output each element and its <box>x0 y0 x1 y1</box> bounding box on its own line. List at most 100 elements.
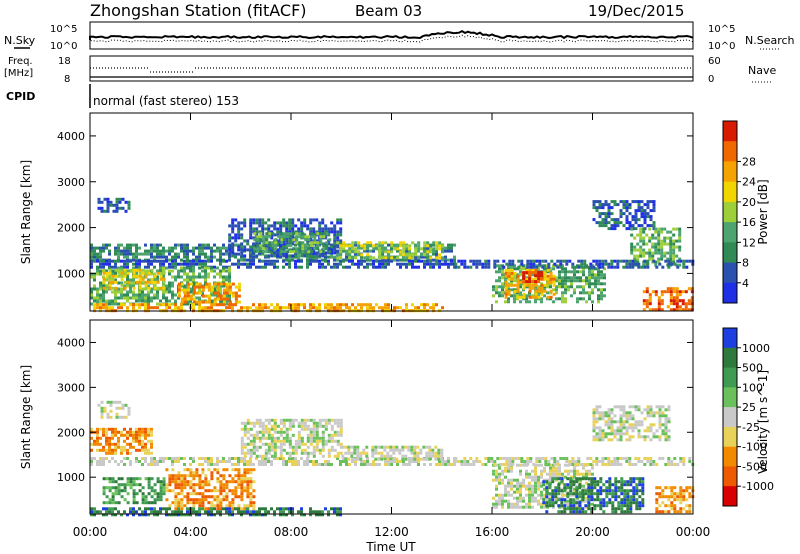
power-cell <box>583 259 587 263</box>
power-cell <box>318 259 321 263</box>
velocity-cell <box>279 510 282 514</box>
power-cell <box>177 306 180 310</box>
velocity-cell <box>611 501 615 505</box>
power-cell <box>222 252 225 256</box>
velocity-cell <box>273 427 277 431</box>
power-colorbar-segment <box>723 222 737 243</box>
power-cell <box>288 265 291 269</box>
power-cell <box>564 300 567 304</box>
velocity-cell <box>366 460 369 463</box>
velocity-cell <box>174 492 178 496</box>
velocity-cell <box>231 498 235 502</box>
velocity-cell <box>537 484 540 488</box>
power-cell <box>330 227 334 231</box>
velocity-cell <box>282 448 286 452</box>
velocity-cell <box>344 445 348 449</box>
power-cell <box>339 262 342 266</box>
velocity-cell <box>516 478 519 482</box>
power-cell <box>309 248 313 252</box>
power-cell <box>126 252 129 256</box>
power-cell <box>327 262 330 266</box>
power-cell <box>336 221 340 225</box>
power-cell <box>111 265 114 269</box>
velocity-cell <box>156 460 159 463</box>
velocity-cell <box>315 463 318 466</box>
power-cell <box>109 203 113 207</box>
power-cell <box>96 252 99 256</box>
power-cell <box>493 262 497 266</box>
power-cell <box>246 306 249 310</box>
power-cell <box>622 206 626 210</box>
velocity-cell <box>602 510 606 514</box>
velocity-cell <box>129 460 132 463</box>
power-cell <box>286 235 290 239</box>
power-cell <box>390 241 394 245</box>
power-cell <box>475 265 479 269</box>
velocity-cell <box>126 457 129 460</box>
velocity-cell <box>123 457 126 460</box>
velocity-cell <box>102 513 105 517</box>
velocity-cell <box>590 498 594 502</box>
velocity-cell <box>593 507 597 511</box>
power-cell <box>180 269 183 273</box>
velocity-cell <box>297 421 301 425</box>
velocity-cell <box>371 454 375 458</box>
velocity-cell <box>105 510 108 514</box>
power-cell <box>162 249 165 253</box>
velocity-cell <box>258 460 261 463</box>
velocity-cell <box>587 489 591 493</box>
power-cell <box>276 303 279 307</box>
power-cell <box>129 281 132 285</box>
power-cell <box>114 246 117 250</box>
velocity-cell <box>228 510 231 514</box>
power-cell <box>660 230 664 234</box>
power-cell <box>96 296 99 300</box>
velocity-cell <box>341 445 345 449</box>
velocity-cell <box>186 510 189 514</box>
power-cell <box>414 306 417 310</box>
power-cell <box>295 235 299 239</box>
power-cell <box>654 242 658 246</box>
power-cell <box>528 295 532 299</box>
power-cell <box>123 271 127 275</box>
velocity-cell <box>111 442 114 446</box>
power-cell <box>522 295 526 299</box>
power-cell <box>219 252 222 256</box>
power-cell <box>547 262 551 266</box>
power-cell <box>576 276 579 280</box>
velocity-cell <box>195 501 199 505</box>
power-cell <box>651 242 655 246</box>
power-cell <box>507 283 511 287</box>
power-cell <box>234 262 237 266</box>
velocity-cell <box>174 483 178 487</box>
velocity-cell <box>569 501 573 505</box>
velocity-cell <box>425 454 429 458</box>
power-cell <box>649 215 653 219</box>
velocity-cell <box>504 484 507 488</box>
power-cell <box>282 306 285 310</box>
velocity-cell <box>531 487 534 491</box>
power-cell <box>138 303 141 307</box>
power-cell <box>259 247 263 251</box>
velocity-cell <box>300 510 303 514</box>
power-cell <box>637 209 641 213</box>
velocity-cell <box>501 499 504 503</box>
power-cell <box>183 249 186 253</box>
power-cell <box>586 265 590 269</box>
power-cell <box>253 250 257 254</box>
power-cell <box>259 250 263 254</box>
power-cell <box>204 246 207 250</box>
velocity-cell <box>614 489 618 493</box>
velocity-cell <box>216 463 219 466</box>
power-cell <box>675 254 679 258</box>
velocity-cell <box>225 486 229 490</box>
velocity-cell <box>270 507 273 511</box>
velocity-cell <box>168 504 172 508</box>
power-cell <box>520 259 524 263</box>
velocity-cell <box>246 480 250 484</box>
power-cell <box>174 243 177 247</box>
power-cell <box>111 290 114 294</box>
velocity-cell <box>324 463 327 466</box>
velocity-cell <box>114 480 118 484</box>
velocity-cell <box>204 457 207 460</box>
